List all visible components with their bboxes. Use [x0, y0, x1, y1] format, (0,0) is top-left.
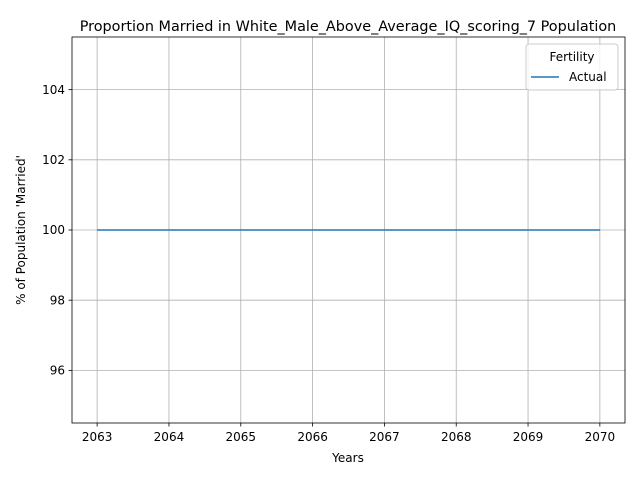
y-axis: 96 98 100 102 104 [42, 83, 72, 378]
x-tick-label: 2070 [585, 430, 616, 444]
x-tick-label: 2069 [513, 430, 544, 444]
legend: Fertility Actual [525, 43, 619, 91]
x-tick-label: 2064 [154, 430, 185, 444]
x-tick-label: 2065 [225, 430, 256, 444]
x-axis: 2063 2064 2065 2066 2067 2068 2069 2070 [82, 423, 615, 444]
legend-label-actual: Actual [569, 70, 607, 84]
y-tick-label: 96 [50, 364, 65, 378]
x-tick-label: 2066 [297, 430, 328, 444]
x-tick-label: 2068 [441, 430, 472, 444]
legend-box [525, 43, 619, 91]
chart-title: Proportion Married in White_Male_Above_A… [80, 19, 617, 35]
y-axis-label: % of Population 'Married' [14, 155, 28, 305]
y-tick-label: 102 [42, 153, 65, 167]
x-axis-label: Years [331, 451, 364, 465]
x-tick-label: 2063 [82, 430, 113, 444]
y-tick-label: 104 [42, 83, 65, 97]
legend-title: Fertility [549, 50, 594, 64]
y-tick-label: 98 [50, 293, 65, 307]
x-tick-label: 2067 [369, 430, 400, 444]
y-tick-label: 100 [42, 223, 65, 237]
